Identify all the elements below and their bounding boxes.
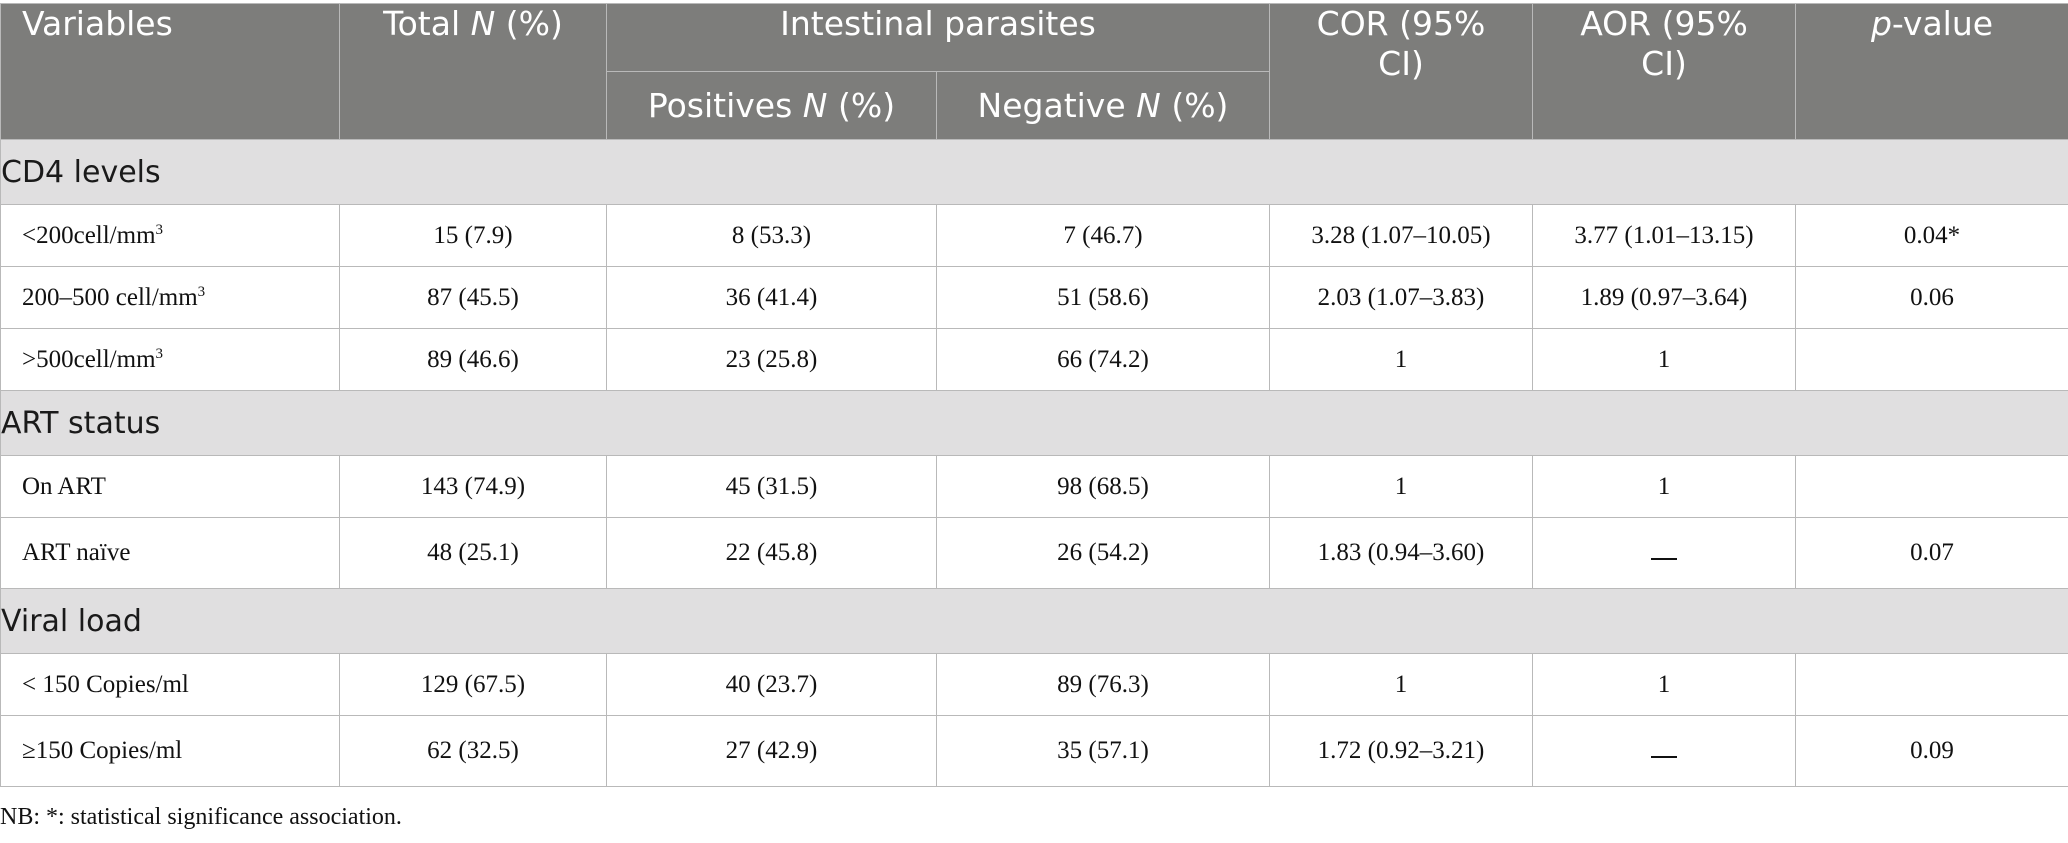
cell-p-value	[1795, 328, 2068, 391]
row-label: ≥150 Copies/ml	[0, 715, 340, 787]
header-intestinal-parasites: Intestinal parasites	[606, 3, 1270, 72]
row-label: >500cell/mm3	[0, 328, 340, 391]
header-p-value: p-value	[1795, 3, 2068, 140]
cell-negative: 98 (68.5)	[936, 455, 1270, 518]
cell-total: 87 (45.5)	[339, 266, 607, 329]
cell-negative: 26 (54.2)	[936, 517, 1270, 589]
header-positives: Positives N (%)	[606, 71, 937, 140]
header-negative: Negative N (%)	[936, 71, 1270, 140]
cell-aor: 1.89 (0.97–3.64)	[1532, 266, 1796, 329]
cell-aor: 1	[1532, 328, 1796, 391]
cell-p-value: 0.06	[1795, 266, 2068, 329]
cell-positives: 22 (45.8)	[606, 517, 937, 589]
cell-total: 143 (74.9)	[339, 455, 607, 518]
cell-cor: 1.72 (0.92–3.21)	[1269, 715, 1533, 787]
cell-total: 62 (32.5)	[339, 715, 607, 787]
table-row: >500cell/mm3 89 (46.6) 23 (25.8) 66 (74.…	[0, 328, 2068, 391]
cell-cor: 1	[1269, 455, 1533, 518]
table-row: On ART 143 (74.9) 45 (31.5) 98 (68.5) 1 …	[0, 455, 2068, 518]
table-row: ≥150 Copies/ml 62 (32.5) 27 (42.9) 35 (5…	[0, 715, 2068, 787]
cell-cor: 3.28 (1.07–10.05)	[1269, 204, 1533, 267]
results-table: Variables Total N (%) Intestinal parasit…	[0, 3, 2068, 787]
cell-p-value	[1795, 653, 2068, 716]
cell-p-value: 0.07	[1795, 517, 2068, 589]
cell-aor: 1	[1532, 653, 1796, 716]
cell-negative: 7 (46.7)	[936, 204, 1270, 267]
header-total: Total N (%)	[339, 3, 607, 140]
cell-positives: 36 (41.4)	[606, 266, 937, 329]
cell-total: 129 (67.5)	[339, 653, 607, 716]
cell-p-value: 0.09	[1795, 715, 2068, 787]
cell-positives: 8 (53.3)	[606, 204, 937, 267]
row-label: 200–500 cell/mm3	[0, 266, 340, 329]
section-cd4-levels: CD4 levels	[0, 139, 2068, 205]
section-art-status: ART status	[0, 390, 2068, 456]
cell-total: 15 (7.9)	[339, 204, 607, 267]
row-label: On ART	[0, 455, 340, 518]
cell-aor	[1532, 715, 1796, 787]
cell-p-value: 0.04*	[1795, 204, 2068, 267]
table-row: < 150 Copies/ml 129 (67.5) 40 (23.7) 89 …	[0, 653, 2068, 716]
row-label: <200cell/mm3	[0, 204, 340, 267]
cell-negative: 51 (58.6)	[936, 266, 1270, 329]
cell-positives: 23 (25.8)	[606, 328, 937, 391]
table-row: 200–500 cell/mm3 87 (45.5) 36 (41.4) 51 …	[0, 266, 2068, 329]
row-label: ART naïve	[0, 517, 340, 589]
cell-total: 89 (46.6)	[339, 328, 607, 391]
cell-cor: 1.83 (0.94–3.60)	[1269, 517, 1533, 589]
cell-negative: 66 (74.2)	[936, 328, 1270, 391]
cell-positives: 27 (42.9)	[606, 715, 937, 787]
row-label: < 150 Copies/ml	[0, 653, 340, 716]
table-row: <200cell/mm3 15 (7.9) 8 (53.3) 7 (46.7) …	[0, 204, 2068, 267]
cell-negative: 89 (76.3)	[936, 653, 1270, 716]
cell-negative: 35 (57.1)	[936, 715, 1270, 787]
header-variables: Variables	[0, 3, 340, 140]
table-row: ART naïve 48 (25.1) 22 (45.8) 26 (54.2) …	[0, 517, 2068, 589]
section-viral-load: Viral load	[0, 588, 2068, 654]
header-aor: AOR (95% CI)	[1532, 3, 1796, 140]
cell-cor: 1	[1269, 328, 1533, 391]
empty-dash	[1651, 738, 1677, 758]
cell-aor: 1	[1532, 455, 1796, 518]
cell-cor: 2.03 (1.07–3.83)	[1269, 266, 1533, 329]
cell-total: 48 (25.1)	[339, 517, 607, 589]
cell-cor: 1	[1269, 653, 1533, 716]
cell-p-value	[1795, 455, 2068, 518]
table-footnote: NB: *: statistical significance associat…	[0, 804, 402, 830]
cell-positives: 45 (31.5)	[606, 455, 937, 518]
header-cor: COR (95% CI)	[1269, 3, 1533, 140]
cell-aor: 3.77 (1.01–13.15)	[1532, 204, 1796, 267]
cell-aor	[1532, 517, 1796, 589]
cell-positives: 40 (23.7)	[606, 653, 937, 716]
empty-dash	[1651, 540, 1677, 560]
